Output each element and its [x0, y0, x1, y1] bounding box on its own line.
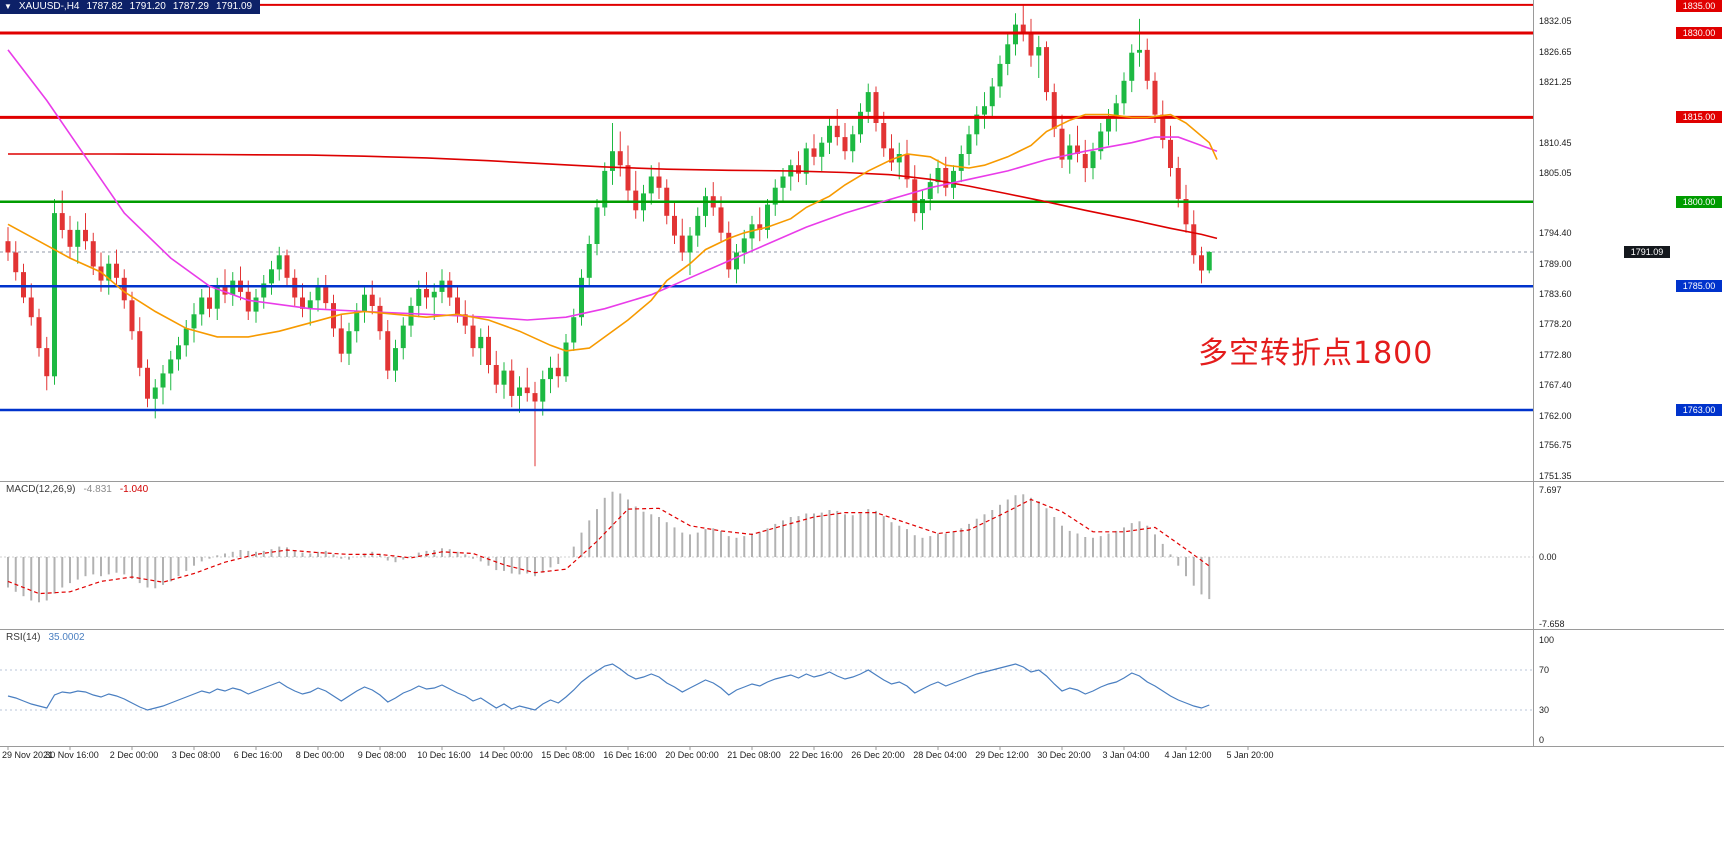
time-axis-label: 29 Dec 12:00: [975, 750, 1029, 760]
macd-axis-label: 0.00: [1539, 552, 1557, 562]
time-axis-label: 30 Dec 20:00: [1037, 750, 1091, 760]
price-tick-label: 1762.00: [1539, 411, 1572, 421]
price-tick-label: 1794.40: [1539, 228, 1572, 238]
price-line-badge: 1785.00: [1676, 280, 1722, 292]
price-tick-label: 1783.60: [1539, 289, 1572, 299]
macd-axis-label: -7.658: [1539, 619, 1565, 629]
time-axis-label: 4 Jan 12:00: [1164, 750, 1212, 760]
time-axis-label: 16 Dec 16:00: [603, 750, 657, 760]
ma-fast-orange: [7, 113, 1218, 352]
macd-indicator-label: MACD(12,26,9) -4.831 -1.040: [6, 484, 148, 495]
low-value: 1787.29: [172, 1, 209, 12]
panel-separators: [0, 0, 1724, 747]
time-axis-label: 30 Nov 16:00: [45, 750, 99, 760]
time-axis-ticks: [7, 746, 1249, 750]
time-axis-label: 21 Dec 08:00: [727, 750, 781, 760]
macd-axis-label: 7.697: [1539, 485, 1562, 495]
price-line-badge: 1800.00: [1676, 196, 1722, 208]
time-axis-label: 14 Dec 00:00: [479, 750, 533, 760]
price-tick-label: 1832.05: [1539, 16, 1572, 26]
rsi-panel: [0, 663, 1533, 711]
time-axis-label: 22 Dec 16:00: [789, 750, 843, 760]
rsi-axis-label: 70: [1539, 665, 1550, 675]
rsi-line: [7, 663, 1210, 711]
rsi-axis-label: 30: [1539, 705, 1550, 715]
time-axis-label: 20 Dec 00:00: [665, 750, 719, 760]
current-price-badge: 1791.09: [1624, 246, 1670, 258]
time-axis-label: 15 Dec 08:00: [541, 750, 595, 760]
time-axis-label: 9 Dec 08:00: [357, 750, 407, 760]
macd-label-name: MACD(12,26,9): [6, 484, 76, 495]
price-tick-label: 1826.65: [1539, 47, 1572, 57]
ma-slow-red: [8, 153, 1218, 240]
price-tick-label: 1789.00: [1539, 259, 1572, 269]
time-axis-label: 26 Dec 20:00: [851, 750, 905, 760]
price-tick-label: 1756.75: [1539, 440, 1572, 450]
ma-mid-magenta: [7, 49, 1218, 321]
price-line-badge: 1830.00: [1676, 27, 1722, 39]
price-line-badge: 1815.00: [1676, 111, 1722, 123]
chart-canvas[interactable]: [0, 0, 1724, 770]
high-value: 1791.20: [129, 1, 166, 12]
price-tick-label: 1772.80: [1539, 350, 1572, 360]
price-line-badge: 1835.00: [1676, 0, 1722, 12]
rsi-axis-label: 100: [1539, 635, 1555, 645]
time-axis-label: 29 Nov 2021: [2, 750, 54, 760]
time-axis-label: 10 Dec 16:00: [417, 750, 471, 760]
symbol-dropdown-icon[interactable]: ▼: [4, 2, 12, 11]
time-axis-label: 5 Jan 20:00: [1226, 750, 1274, 760]
candles: [5, 4, 1212, 467]
price-tick-label: 1767.40: [1539, 380, 1572, 390]
time-axis-label: 2 Dec 00:00: [109, 750, 159, 760]
price-tick-label: 1805.05: [1539, 168, 1572, 178]
rsi-label-name: RSI(14): [6, 632, 41, 643]
price-tick-label: 1810.45: [1539, 138, 1572, 148]
rsi-axis-label: 0: [1539, 735, 1545, 745]
time-axis-label: 28 Dec 04:00: [913, 750, 967, 760]
open-value: 1787.82: [86, 1, 123, 12]
price-tick-label: 1751.35: [1539, 471, 1572, 481]
macd-main-value: -4.831: [83, 484, 112, 495]
time-axis-label: 8 Dec 00:00: [295, 750, 345, 760]
symbol-ohlc-readout: ▼ XAUUSD-,H4 1787.82 1791.20 1787.29 179…: [0, 0, 261, 14]
macd-signal-value: -1.040: [119, 484, 149, 495]
chart-annotation-text: 多空转折点1800: [1198, 336, 1434, 371]
time-axis-label: 3 Dec 08:00: [171, 750, 221, 760]
symbol-period-label: XAUUSD-,H4: [18, 1, 80, 12]
macd-panel: [0, 491, 1533, 603]
rsi-indicator-label: RSI(14) 35.0002: [6, 632, 85, 643]
time-axis-label: 3 Jan 04:00: [1102, 750, 1150, 760]
close-value: 1791.09: [215, 1, 253, 12]
moving-averages: [7, 49, 1218, 352]
price-tick-label: 1821.25: [1539, 77, 1572, 87]
price-tick-label: 1778.20: [1539, 319, 1572, 329]
price-line-badge: 1763.00: [1676, 404, 1722, 416]
time-axis-label: 6 Dec 16:00: [233, 750, 283, 760]
rsi-value: 35.0002: [48, 632, 85, 643]
